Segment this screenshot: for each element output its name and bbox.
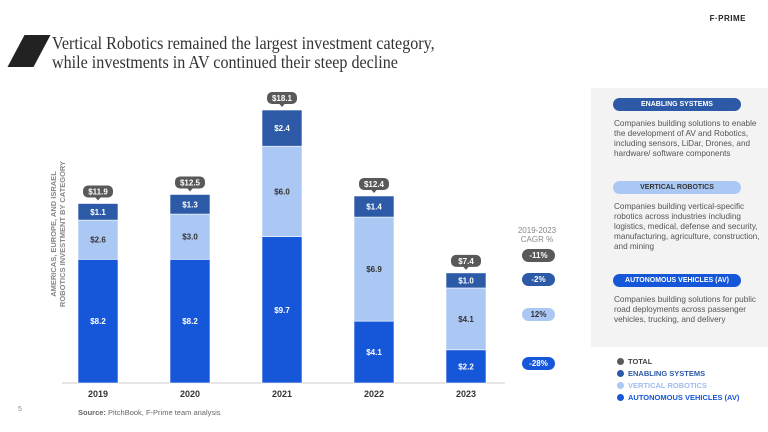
cagr-header-line: 2019-2023 [517, 226, 557, 235]
total-label: $11.9 [88, 188, 108, 197]
total-bubble [451, 254, 481, 267]
total-label: $7.4 [458, 257, 474, 266]
bar-segment [353, 195, 395, 218]
x-tick-label: 2019 [88, 389, 108, 399]
category-panel [591, 88, 768, 347]
desc-av: Companies building solutions for public … [614, 295, 756, 324]
cagr-total: -11% [522, 249, 555, 262]
desc-vertical-robotics: Companies building vertical-specific rob… [614, 202, 760, 251]
bar-segment [353, 320, 395, 384]
pill-av: AUTONOMOUS VEHICLES (AV) [613, 274, 741, 287]
total-bubble [359, 177, 389, 190]
title-line: Vertical Robotics remained the largest i… [52, 33, 435, 53]
bar-value-label: $2.2 [458, 362, 474, 371]
slide-title: Vertical Robotics remained the largest i… [52, 34, 435, 72]
x-tick-label: 2023 [456, 389, 476, 399]
legend-label: AUTONOMOUS VEHICLES (AV) [628, 393, 740, 402]
x-tick-label: 2020 [180, 389, 200, 399]
source-note: Source: PitchBook, F-Prime team analysis [78, 408, 221, 417]
title-line: while investments in AV continued their … [52, 52, 398, 72]
cagr-header-line: CAGR % [520, 235, 554, 244]
cagr-header: 2019-2023 CAGR % [512, 226, 562, 244]
bar-value-label: $6.9 [366, 265, 382, 274]
source-label: Source: [78, 408, 106, 417]
legend-av: AUTONOMOUS VEHICLES (AV) [617, 393, 739, 402]
source-text: PitchBook, F-Prime team analysis [105, 408, 221, 417]
total-bubble-pointer [187, 187, 193, 192]
bar-segment [169, 213, 211, 260]
bar-value-label: $4.1 [458, 315, 474, 324]
bar-segment [169, 259, 211, 384]
bar-segment [77, 203, 119, 221]
brand-logo: F·PRIME [709, 14, 746, 23]
bar-value-label: $1.3 [182, 200, 198, 209]
bar-value-label: $1.4 [366, 203, 382, 212]
total-label: $12.4 [364, 180, 385, 189]
bar-value-label: $2.4 [274, 124, 290, 133]
bar-segment [77, 259, 119, 384]
stacked-bar-chart: $8.2 $2.6 $1.1 $11.9 2019 $8.2 $3.0 $1.3 $12.5 20… [62, 92, 505, 399]
bar-value-label: $9.7 [274, 306, 290, 315]
bar-segment [445, 272, 487, 289]
bar-value-label: $6.0 [274, 187, 290, 196]
cagr-enabling: -2% [522, 273, 555, 286]
bar-value-label: $1.0 [458, 276, 474, 285]
total-bubble [267, 92, 297, 104]
bar-segment [169, 194, 211, 215]
bar-value-label: $2.6 [90, 236, 106, 245]
total-bubble-pointer [95, 197, 101, 201]
bar-value-label: $1.1 [90, 208, 106, 217]
bar-segment [261, 109, 303, 147]
legend-label: TOTAL [628, 357, 653, 366]
pill-enabling-systems: ENABLING SYSTEMS [613, 98, 741, 111]
total-bubble-pointer [371, 189, 377, 193]
cagr-av: -28% [522, 357, 555, 370]
total-bubble-pointer [463, 266, 469, 270]
desc-enabling-systems: Companies building solutions to enable t… [614, 119, 757, 158]
total-label: $12.5 [180, 178, 201, 187]
bar-segment [261, 236, 303, 384]
legend-dot [617, 394, 624, 401]
total-bubble [83, 185, 113, 198]
cagr-vertical: 12% [522, 308, 555, 321]
bar-segment [261, 145, 303, 237]
legend-total: TOTAL [617, 357, 652, 366]
bar-value-label: $4.1 [366, 348, 382, 357]
legend-label: VERTICAL ROBOTICS [628, 381, 708, 390]
total-bubble-pointer [279, 103, 285, 107]
total-bubble [175, 176, 205, 189]
bar-value-label: $8.2 [182, 317, 198, 326]
bar-segment [445, 287, 487, 351]
legend-enabling: ENABLING SYSTEMS [617, 369, 705, 378]
legend-label: ENABLING SYSTEMS [628, 369, 706, 378]
legend-dot [617, 382, 624, 389]
bar-segment [353, 216, 395, 322]
page-number: 5 [18, 406, 22, 413]
bar-value-label: $3.0 [182, 233, 198, 242]
bar-value-label: $8.2 [90, 317, 106, 326]
legend-dot [617, 370, 624, 377]
legend-dot [617, 358, 624, 365]
x-tick-label: 2022 [364, 389, 384, 399]
x-tick-label: 2021 [272, 389, 292, 399]
legend-vertical: VERTICAL ROBOTICS [617, 381, 707, 390]
total-label: $18.1 [272, 94, 293, 103]
bar-segment [445, 349, 487, 384]
pill-vertical-robotics: VERTICAL ROBOTICS [613, 181, 741, 194]
